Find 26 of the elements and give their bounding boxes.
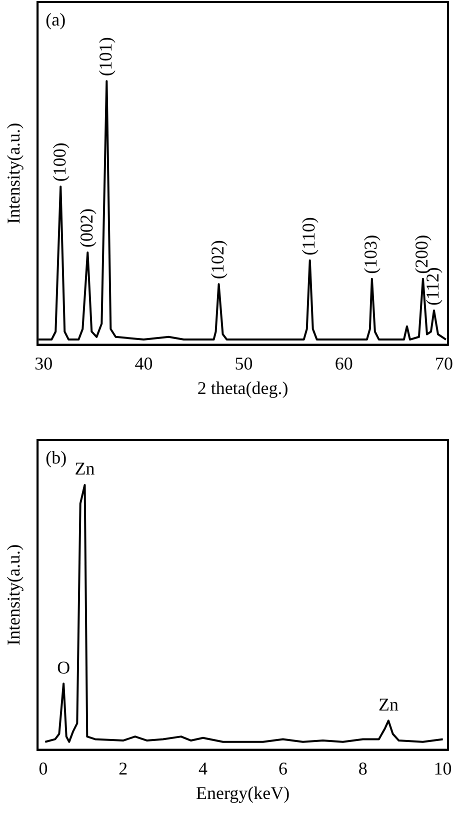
- x-tick-label: 4: [198, 758, 208, 778]
- x-tick-label: 60: [334, 353, 353, 374]
- x-tick-label: 0: [38, 758, 48, 778]
- x-tick-label: 30: [34, 353, 53, 374]
- x-tick-label: 50: [234, 353, 253, 374]
- annotation: (103): [360, 234, 381, 274]
- x-tick-label: 10: [434, 758, 452, 778]
- annotation: (002): [76, 208, 96, 248]
- x-tick-label: 2: [118, 758, 128, 778]
- x-tick-label: 70: [434, 353, 453, 374]
- x-tick-label: 6: [278, 758, 288, 778]
- annotation: (102): [208, 240, 228, 280]
- x-tick-label: 8: [358, 758, 368, 778]
- annotation: (101): [95, 37, 116, 76]
- x-tick-label: 40: [134, 353, 153, 374]
- y-axis-title: Intensity(a.u.): [4, 544, 24, 646]
- annotation: (110): [298, 217, 319, 256]
- text: (b): [46, 448, 67, 468]
- text: (a): [46, 10, 66, 30]
- y-axis-title: Intensity(a.u.): [4, 122, 24, 224]
- annotation: O: [57, 657, 70, 678]
- annotation: (100): [49, 142, 70, 182]
- annotation: Zn: [74, 458, 95, 479]
- x-axis-title: Energy(keV): [196, 782, 290, 803]
- annotation: Zn: [378, 694, 398, 714]
- x-axis-title: 2 theta(deg.): [197, 378, 288, 398]
